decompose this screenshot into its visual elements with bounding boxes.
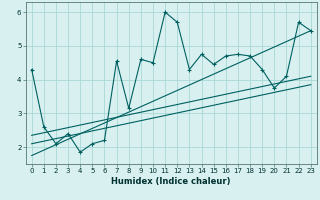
X-axis label: Humidex (Indice chaleur): Humidex (Indice chaleur) xyxy=(111,177,231,186)
